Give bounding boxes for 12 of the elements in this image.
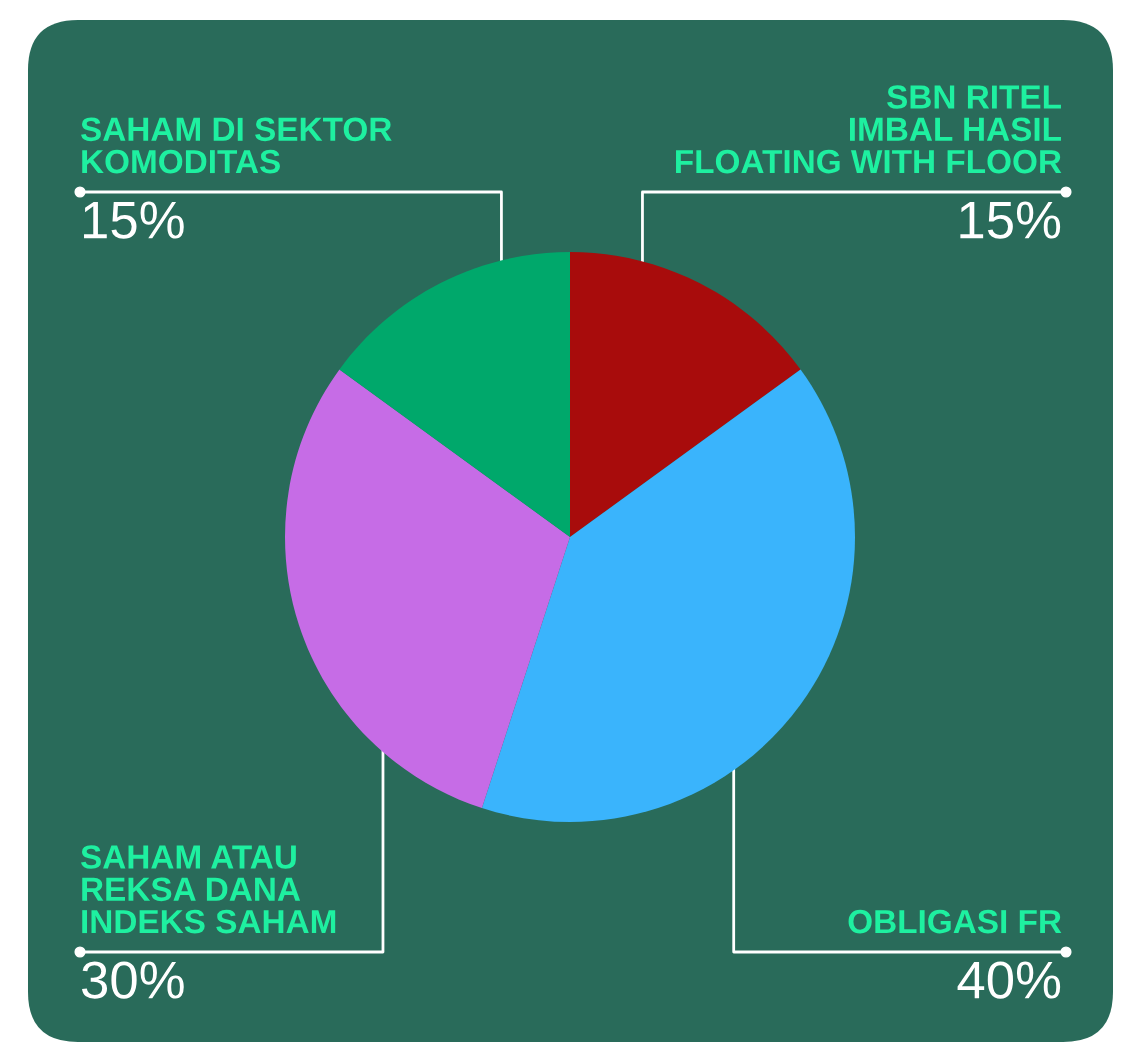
- pie-slice: [481, 369, 855, 822]
- pie-slice: [339, 252, 570, 537]
- pie-slice: [570, 252, 801, 537]
- slice-label: SAHAM DI SEKTOR KOMODITAS: [80, 117, 392, 174]
- data-label: 30%: [82, 961, 184, 999]
- data-label: 15%: [84, 201, 184, 239]
- pie-slice: [285, 369, 570, 809]
- slice-label: SAHAM ATAU REKSA DANA INDEKS SAHAM: [80, 845, 336, 934]
- data-label: 40%: [957, 961, 1061, 999]
- slice-label: OBLIGASI FR: [848, 909, 1062, 934]
- slice-label: SBN RITEL IMBAL HASIL FLOATING WITH FLOOR: [676, 85, 1062, 174]
- data-label: 15%: [960, 201, 1061, 239]
